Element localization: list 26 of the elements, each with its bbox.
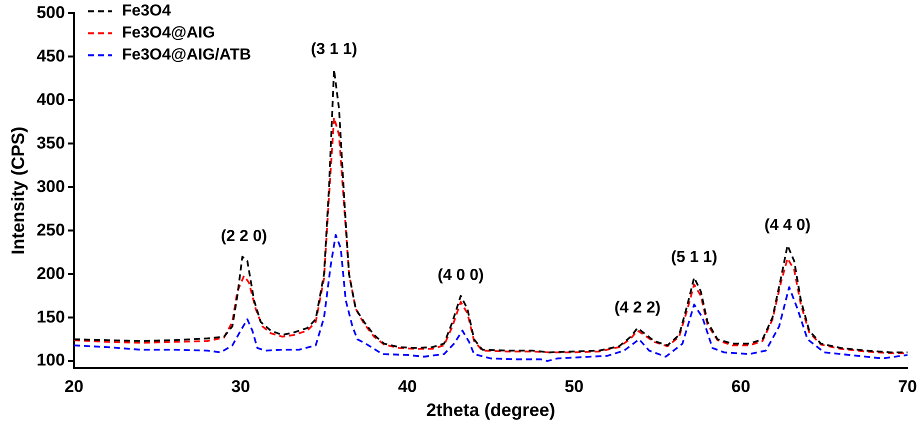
x-tick-label: 20 [64, 376, 84, 396]
annotation: (2 2 0) [220, 228, 268, 246]
y-tick-label: 350 [36, 133, 65, 152]
x-tick-label: 60 [731, 376, 750, 396]
x-tick-label: 70 [898, 376, 918, 396]
y-axis-title: Intensity (CPS) [8, 126, 28, 255]
y-tick-label: 450 [36, 46, 65, 66]
legend-label: Fe3O4 [122, 2, 171, 20]
y-tick-label: 300 [36, 176, 65, 196]
annotation: (5 1 1) [671, 248, 718, 266]
annotation: (4 4 0) [764, 216, 811, 234]
x-tick-label: 30 [231, 376, 250, 396]
legend-label: Fe3O4@AIG/ATB [122, 46, 252, 64]
y-tick-label: 150 [36, 307, 65, 326]
annotation: (3 1 1) [310, 41, 358, 58]
x-axis-title: 2theta (degree) [426, 400, 556, 420]
x-tick-label: 50 [564, 376, 584, 396]
y-tick-label: 200 [36, 264, 65, 283]
legend-label: Fe3O4@AIG [122, 24, 215, 42]
x-tick-label: 40 [398, 376, 417, 396]
y-tick-label: 250 [36, 220, 65, 240]
y-tick-label: 400 [36, 90, 65, 109]
y-tick-label: 100 [36, 350, 65, 370]
y-tick-label: 500 [36, 2, 65, 22]
annotation: (4 0 0) [438, 267, 484, 284]
annotation: (4 2 2) [614, 299, 661, 316]
